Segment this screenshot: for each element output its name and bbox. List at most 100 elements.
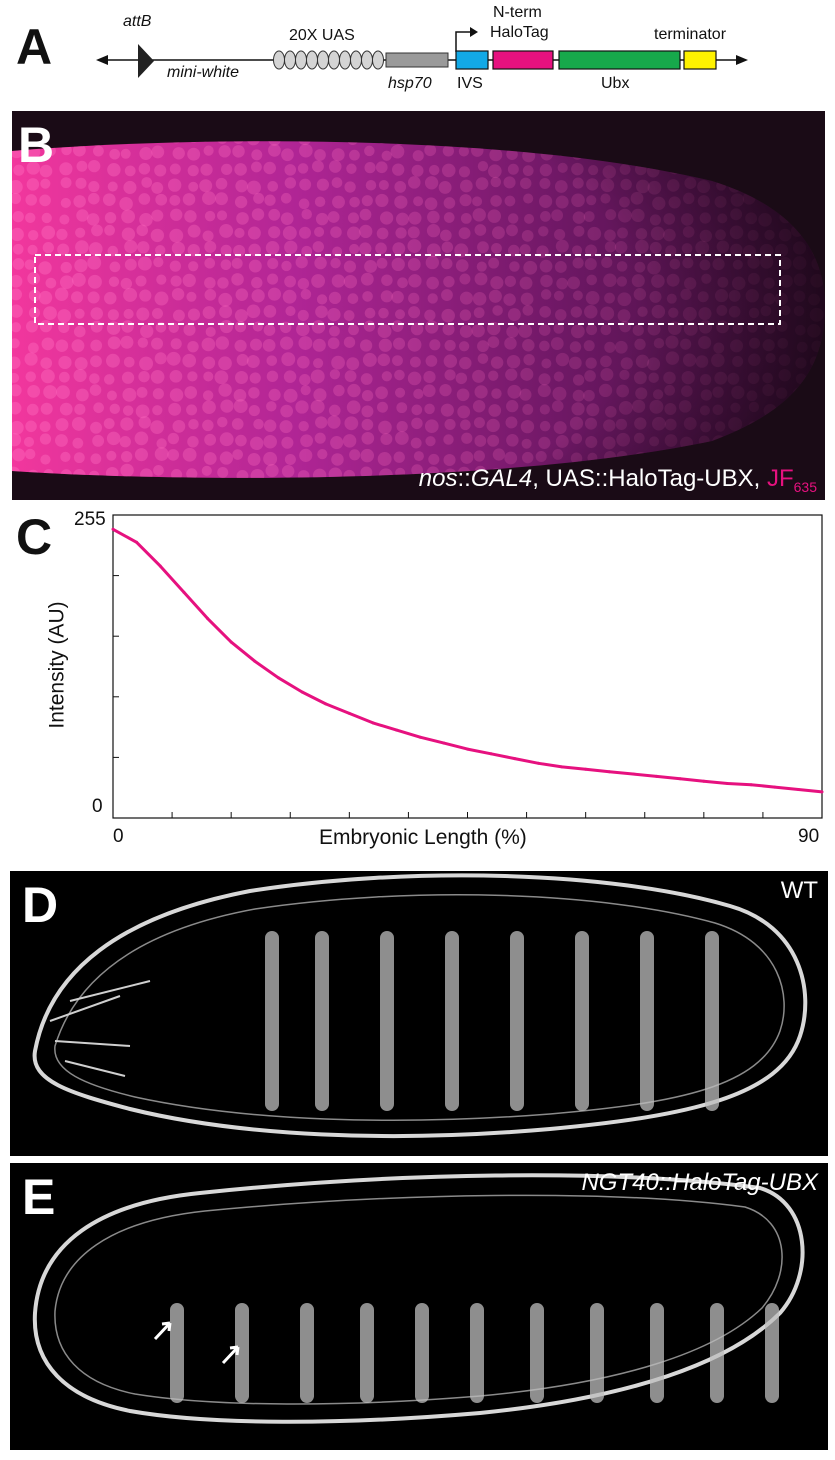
- panel-b-image: nos::GAL4, UAS::HaloTag-UBX, JF635: [12, 111, 825, 500]
- mini-white-label: mini-white: [167, 64, 240, 81]
- panel-d-letter: D: [22, 877, 59, 933]
- caption-gene-nos: nos: [418, 465, 458, 493]
- intensity-line-chart: [111, 514, 824, 819]
- construct-diagram: [96, 27, 748, 78]
- data-point: [182, 590, 186, 594]
- panel-b-caption: nos::GAL4, UAS::HaloTag-UBX, JF635: [419, 465, 817, 495]
- panel-d-image: WT: [10, 871, 828, 1156]
- attb-label: attB: [123, 13, 152, 30]
- denticle-band: [315, 931, 329, 1111]
- caption-dye-name: JF: [766, 465, 794, 493]
- caption-dye: JF635: [766, 465, 817, 495]
- denticle-band: [415, 1303, 429, 1403]
- head-skeleton: [49, 980, 151, 1077]
- data-point: [135, 540, 139, 544]
- data-point: [749, 783, 753, 787]
- denticle-band: [705, 931, 719, 1111]
- denticle-band: [235, 1303, 249, 1403]
- backbone-right-arrow: [736, 55, 748, 65]
- terminator-box: [683, 50, 717, 70]
- embryo-fluorescence-image: [12, 111, 825, 500]
- roi-dashed-box: [34, 254, 781, 325]
- data-point: [324, 702, 328, 706]
- denticle-band: [170, 1303, 184, 1403]
- panel-e-image: NGT40::HaloTag-UBX: [10, 1163, 828, 1450]
- terminator-label: terminator: [654, 26, 727, 43]
- data-point: [820, 790, 824, 794]
- denticle-bands: [265, 931, 719, 1111]
- denticle-band: [575, 931, 589, 1111]
- ubx-label: Ubx: [601, 75, 630, 92]
- nterm-label-line1: N-term: [493, 4, 542, 21]
- plot-frame: [112, 514, 823, 819]
- caption-separator: ::: [457, 465, 471, 493]
- data-point: [206, 616, 209, 620]
- uas-repeat: [350, 50, 362, 70]
- data-point: [536, 761, 540, 765]
- series-layer: [111, 527, 824, 794]
- data-point: [773, 785, 777, 789]
- denticle-band: [590, 1303, 604, 1403]
- axis-ticks: [113, 575, 764, 818]
- y-tick-top: 255: [74, 509, 106, 530]
- data-point: [607, 770, 611, 774]
- data-point: [158, 564, 162, 568]
- denticle-band: [300, 1303, 314, 1403]
- y-tick-bottom: 0: [92, 796, 103, 817]
- ubx-box: [558, 50, 681, 70]
- uas-repeat: [372, 50, 384, 70]
- data-point: [584, 767, 588, 771]
- caption-dye-subscript: 635: [793, 479, 817, 495]
- data-point: [560, 765, 564, 769]
- arrow-icon: [221, 1345, 240, 1365]
- data-point: [702, 779, 706, 783]
- uas-repeat: [295, 50, 307, 70]
- panel-a-letter: A: [16, 19, 53, 75]
- cuticle-outline: [32, 873, 808, 1139]
- denticle-band: [765, 1303, 779, 1403]
- data-point: [418, 735, 422, 739]
- uas-repeat: [317, 50, 329, 70]
- data-point: [395, 728, 399, 732]
- denticle-band: [360, 1303, 374, 1403]
- uas-repeat: [328, 50, 340, 70]
- data-point: [300, 690, 304, 694]
- x-axis-label: Embryonic Length (%): [319, 826, 527, 849]
- transcription-start-arrow: [455, 31, 474, 52]
- cuticle-outline: [32, 1173, 805, 1424]
- caption-construct: , UAS::HaloTag-UBX,: [532, 465, 767, 493]
- data-point: [726, 782, 729, 785]
- data-point: [276, 676, 280, 680]
- denticle-band: [470, 1303, 484, 1403]
- hsp70-box: [385, 52, 449, 68]
- data-point: [678, 777, 682, 781]
- data-point: [111, 527, 115, 531]
- data-point: [655, 774, 659, 778]
- denticle-band: [650, 1303, 664, 1403]
- denticle-band: [380, 931, 394, 1111]
- data-point: [371, 721, 375, 725]
- denticle-band: [530, 1303, 544, 1403]
- x-tick-left: 0: [113, 826, 124, 847]
- data-point: [489, 752, 493, 756]
- data-point: [229, 640, 233, 644]
- panel-e-label: NGT40::HaloTag-UBX: [581, 1169, 818, 1196]
- y-axis-label: Intensity (AU): [45, 601, 69, 729]
- wt-cuticle-image: [32, 873, 808, 1139]
- denticle-band: [510, 931, 524, 1111]
- panel-c-chart: 255 0 0 90 Embryonic Length (%) Intensit…: [0, 505, 835, 850]
- denticle-band: [445, 931, 459, 1111]
- uas-repeats: [273, 50, 384, 70]
- arrow-icon: [153, 1321, 172, 1341]
- data-point: [513, 757, 517, 761]
- data-point: [442, 741, 446, 745]
- data-point: [347, 711, 351, 715]
- uas-repeat: [361, 50, 373, 70]
- uas-repeat: [284, 50, 296, 70]
- panel-e-letter: E: [22, 1169, 56, 1225]
- ivs-label: IVS: [457, 75, 483, 92]
- denticle-band: [710, 1303, 724, 1403]
- caption-gene-gal4: GAL4: [470, 465, 533, 493]
- uas-repeat: [306, 50, 318, 70]
- data-point: [253, 659, 257, 663]
